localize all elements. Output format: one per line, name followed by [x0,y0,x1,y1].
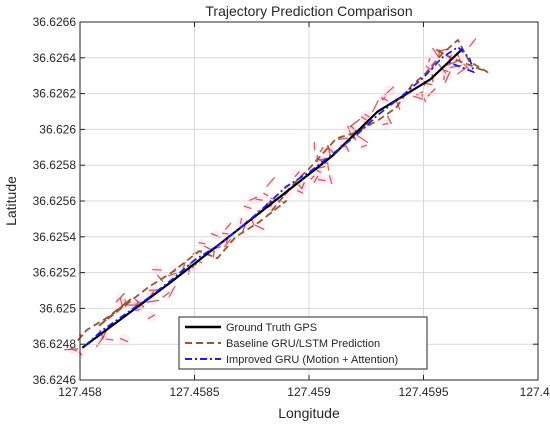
y-axis-label: Latitude [3,176,19,226]
chart-title: Trajectory Prediction Comparison [205,3,412,19]
noise-segment [70,347,78,352]
noise-segment [162,291,170,298]
noise-segment [456,66,468,75]
noise-segment [167,272,178,277]
x-tick-label: 127.4585 [169,385,219,399]
legend-label-2: Improved GRU (Motion + Attention) [226,354,398,366]
noise-segment [248,196,258,202]
noise-segment [382,122,389,126]
x-tick-label: 127.46 [520,385,550,399]
noise-segment [147,314,156,320]
noise-segment [168,285,176,298]
noise-segment [298,184,303,190]
noise-segment [313,175,319,183]
x-axis-label: Longitude [278,405,340,421]
noise-segment [243,205,252,210]
noise-segment [115,292,126,303]
noise-segment [328,175,333,185]
y-tick-label: 36.6266 [33,15,77,29]
noise-segment [156,274,164,283]
y-tick-label: 36.625 [39,301,76,315]
noise-segment [255,198,264,201]
noise-segment [239,217,243,225]
noise-segment [364,113,370,118]
noise-segment [134,298,145,308]
x-tick-label: 127.458 [58,385,102,399]
y-tick-label: 36.6248 [33,337,77,351]
y-tick-label: 36.626 [39,122,76,136]
noise-segment [327,144,331,156]
y-tick-label: 36.6256 [33,194,77,208]
y-tick-label: 36.6258 [33,158,77,172]
noise-segment [224,222,232,231]
noise-segment [468,38,477,48]
noise-segment [462,63,470,70]
noise-segment [431,47,440,59]
noise-segment [294,171,300,178]
noise-segment [105,338,114,341]
y-tick-label: 36.6262 [33,87,77,101]
noise-segment [119,337,129,343]
noise-segment [297,189,304,194]
noise-segment [371,99,379,113]
noise-segment [254,224,265,231]
noise-segment [317,178,326,182]
noise-segment [347,125,353,138]
legend: Ground Truth GPS Baseline GRU/LSTM Predic… [178,316,428,370]
noise-segment [360,116,367,121]
noise-segment [446,60,458,67]
noise-segment [412,95,424,101]
noise-segment [442,75,445,81]
noise-segment [360,144,368,148]
noise-segment [310,175,315,180]
noise-segment [345,145,350,152]
y-tick-label: 36.6264 [33,51,77,65]
noise-segment [198,241,206,245]
noise-segment [356,134,369,144]
legend-label-1: Baseline GRU/LSTM Prediction [226,338,380,350]
noise-segment [444,69,449,73]
noise-segment [212,251,215,258]
noise-segment [427,88,436,97]
noise-segment [152,268,162,271]
series-line-0 [81,48,464,349]
noise-segment [301,182,305,189]
noise-segment [326,162,330,171]
noise-segment [146,299,160,303]
noise-segment [95,335,105,348]
series-line-2 [84,46,475,347]
noise-segment [266,176,276,188]
y-tick-label: 36.6246 [33,373,77,387]
noise-segment [386,115,393,125]
noise-segment [350,125,358,133]
x-tick-label: 127.4595 [398,385,448,399]
y-tick-label: 36.6254 [33,230,77,244]
noise-segment [337,137,348,141]
noise-segment [380,97,388,102]
noise-segment [263,192,269,197]
noise-segment [222,232,229,235]
series-group [77,39,489,349]
x-tick-label: 127.459 [287,385,331,399]
y-tick-label: 36.6252 [33,266,77,280]
noise-segment [223,238,232,248]
noise-segment [444,71,451,84]
noise-segment [319,146,324,153]
noise-segment [425,65,433,71]
axis-ticks: 127.458 127.4585 127.459 127.4595 127.46 36.6… [33,15,550,399]
legend-label-0: Ground Truth GPS [226,322,317,334]
